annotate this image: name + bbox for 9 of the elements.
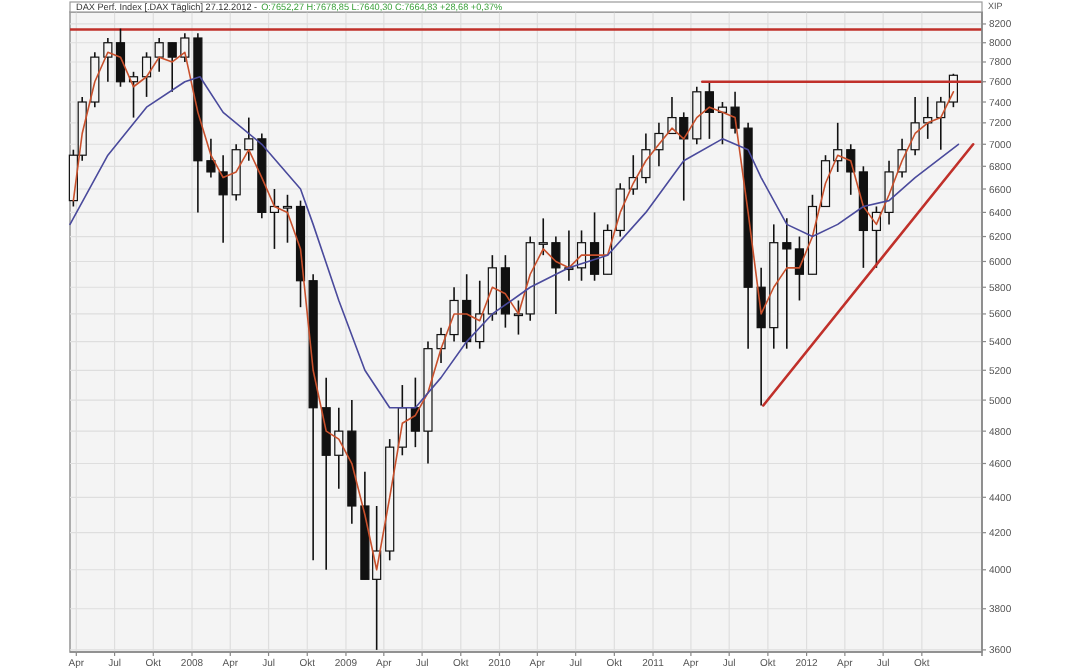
candlestick <box>692 85 702 146</box>
candlestick <box>141 51 152 98</box>
candlestick <box>704 80 715 140</box>
candlestick <box>282 193 293 244</box>
candlestick <box>500 254 510 329</box>
candlestick <box>782 217 792 350</box>
candlestick <box>487 254 497 322</box>
candlestick <box>154 37 164 73</box>
candlestick <box>654 122 664 168</box>
